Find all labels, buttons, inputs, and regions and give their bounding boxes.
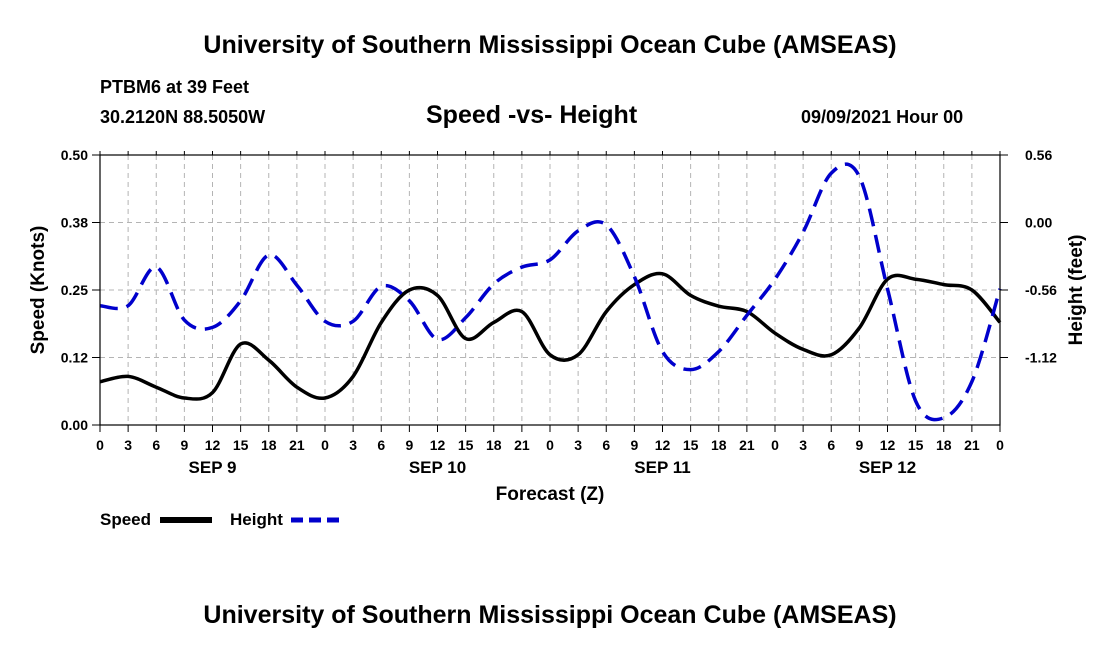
y2-tick-label: -0.56: [1025, 282, 1057, 298]
x-tick-label: 9: [630, 437, 638, 453]
y2-axis-label: Height (feet): [1066, 235, 1087, 346]
day-label: SEP 11: [634, 458, 690, 477]
y-axis-label: Speed (Knots): [28, 226, 49, 355]
x-tick-label: 3: [574, 437, 582, 453]
x-tick-label: 3: [799, 437, 807, 453]
x-tick-label: 0: [321, 437, 329, 453]
legend-speed-label: Speed: [100, 510, 151, 529]
x-tick-label: 3: [349, 437, 357, 453]
y2-tick-label: -1.12: [1025, 350, 1057, 366]
y2-tick-label: 0.56: [1025, 147, 1052, 163]
y-tick-label: 0.12: [61, 350, 88, 366]
x-tick-label: 0: [96, 437, 104, 453]
speed-series-line: [99, 271, 1002, 401]
x-axis-label: Forecast (Z): [496, 484, 605, 505]
x-tick-label: 12: [430, 437, 446, 453]
bottom-title: University of Southern Mississippi Ocean…: [203, 601, 897, 629]
y-tick-label: 0.50: [61, 147, 88, 163]
station-label: PTBM6 at 39 Feet: [100, 77, 250, 97]
x-tick-label: 0: [546, 437, 554, 453]
x-tick-label: 15: [683, 437, 699, 453]
x-tick-label: 6: [827, 437, 835, 453]
x-tick-label: 21: [964, 437, 980, 453]
x-tick-label: 12: [205, 437, 221, 453]
day-label: SEP 9: [189, 458, 237, 477]
x-tick-label: 18: [486, 437, 502, 453]
coordinates-label: 30.2120N 88.5050W: [100, 107, 266, 127]
top-title: University of Southern Mississippi Ocean…: [203, 31, 897, 59]
x-tick-label: 12: [880, 437, 896, 453]
axes: 0 3 6 9 12 15 18 21 0 3 6 9 12 15 18 21 0 3 6 9 12 15 18 21 0 3 6 9…: [61, 147, 1057, 477]
day-label: SEP 12: [859, 458, 916, 477]
x-tick-label: 15: [908, 437, 924, 453]
legend: Speed Height: [100, 510, 343, 529]
y-tick-label: 0.00: [61, 417, 88, 433]
x-tick-label: 18: [936, 437, 952, 453]
x-tick-label: 15: [233, 437, 249, 453]
x-tick-label: 6: [377, 437, 385, 453]
x-tick-label: 15: [458, 437, 474, 453]
x-tick-label: 21: [514, 437, 530, 453]
y-tick-label: 0.25: [61, 282, 88, 298]
x-tick-label: 18: [711, 437, 727, 453]
x-tick-label: 9: [855, 437, 863, 453]
x-tick-label: 21: [289, 437, 305, 453]
x-tick-label: 6: [602, 437, 610, 453]
x-tick-label: 6: [152, 437, 160, 453]
chart-title: Speed -vs- Height: [426, 101, 638, 129]
x-tick-label: 18: [261, 437, 277, 453]
grid: [100, 155, 1000, 425]
x-tick-label: 12: [655, 437, 671, 453]
forecast-datetime: 09/09/2021 Hour 00: [801, 107, 964, 127]
height-series-line: [99, 162, 1002, 422]
x-tick-label: 21: [739, 437, 755, 453]
y-tick-label: 0.38: [61, 215, 88, 231]
x-tick-label: 9: [180, 437, 188, 453]
day-label: SEP 10: [409, 458, 466, 477]
series-group: [99, 162, 1002, 422]
legend-height-label: Height: [230, 510, 283, 529]
y2-tick-label: 0.00: [1025, 215, 1052, 231]
x-tick-label: 3: [124, 437, 132, 453]
x-tick-label: 9: [405, 437, 413, 453]
x-tick-label: 0: [996, 437, 1004, 453]
x-tick-label: 0: [771, 437, 779, 453]
